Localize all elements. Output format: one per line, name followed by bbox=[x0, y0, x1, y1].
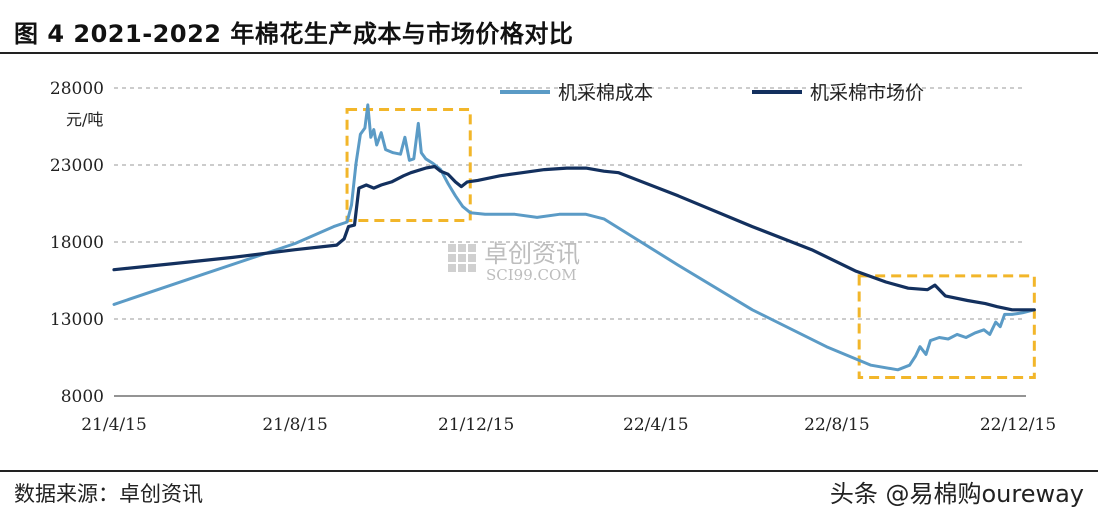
y-tick-label: 18000 bbox=[50, 233, 104, 253]
y-tick-label: 13000 bbox=[50, 310, 104, 330]
x-tick-label: 22/12/15 bbox=[980, 415, 1056, 435]
cost-series-line bbox=[112, 103, 1036, 372]
watermark-logo-cell bbox=[458, 244, 466, 252]
legend-label-price: 机采棉市场价 bbox=[810, 82, 924, 104]
watermark-logo-cell bbox=[468, 264, 476, 272]
watermark-name: 卓创资讯 bbox=[484, 240, 580, 268]
data-source: 数据来源：卓创资讯 bbox=[14, 482, 203, 506]
watermark-logo-cell bbox=[468, 244, 476, 252]
x-tick-label: 22/8/15 bbox=[804, 415, 870, 435]
x-tick-label: 21/4/15 bbox=[81, 415, 147, 435]
watermark-logo-cell bbox=[448, 264, 456, 272]
highlight-box bbox=[857, 274, 1036, 380]
watermark-logo-cell bbox=[448, 244, 456, 252]
x-tick-label: 22/4/15 bbox=[623, 415, 689, 435]
footer-divider bbox=[0, 470, 1098, 472]
corner-watermark: 头条 @易棉购oureway bbox=[829, 480, 1084, 508]
x-tick-label: 21/8/15 bbox=[262, 415, 328, 435]
watermark-logo-cell bbox=[448, 254, 456, 262]
x-tick-label: 21/12/15 bbox=[438, 415, 514, 435]
watermark-site: SCI99.COM bbox=[486, 266, 577, 284]
y-tick-label: 8000 bbox=[61, 387, 104, 407]
title-bar: 图 4 2021-2022 年棉花生产成本与市场价格对比 bbox=[0, 0, 1098, 56]
highlight-box bbox=[345, 108, 472, 222]
figure-title: 图 4 2021-2022 年棉花生产成本与市场价格对比 bbox=[14, 20, 574, 48]
watermark-logo-cell bbox=[458, 264, 466, 272]
title-divider bbox=[0, 52, 1098, 54]
y-unit-label: 元/吨 bbox=[66, 110, 103, 129]
chart-area: 28000 23000 18000 13000 8000 元/吨 21/4/15 21/8/1… bbox=[50, 79, 1056, 435]
price-series-line bbox=[112, 164, 1036, 312]
watermark-logo-cell bbox=[458, 254, 466, 262]
legend-label-cost: 机采棉成本 bbox=[558, 82, 653, 104]
y-tick-label: 28000 bbox=[50, 79, 104, 99]
y-tick-label: 23000 bbox=[50, 156, 104, 176]
watermark-logo-cell bbox=[468, 254, 476, 262]
